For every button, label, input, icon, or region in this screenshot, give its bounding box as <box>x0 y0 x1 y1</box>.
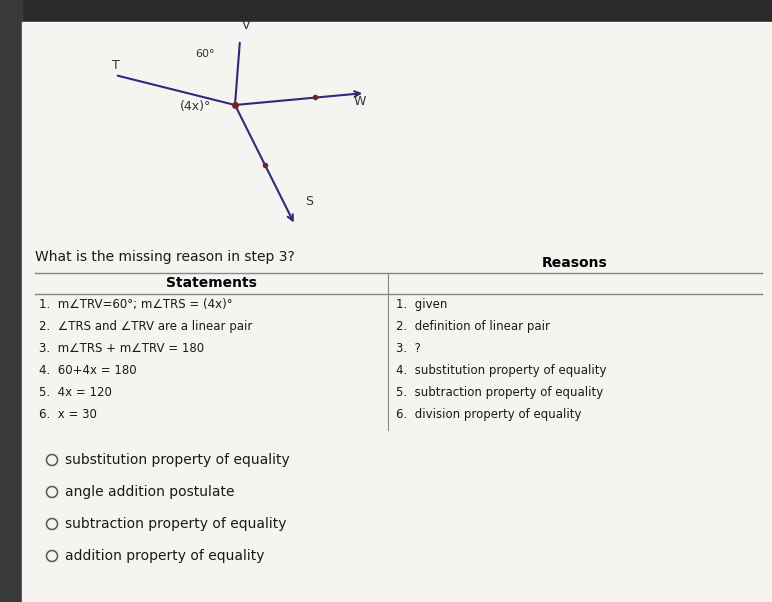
Text: 2.  ∠TRS and ∠TRV are a linear pair: 2. ∠TRS and ∠TRV are a linear pair <box>39 320 252 333</box>
Bar <box>0 0 22 602</box>
Text: V: V <box>242 19 250 32</box>
Text: W: W <box>354 95 366 108</box>
Text: addition property of equality: addition property of equality <box>65 549 265 563</box>
Text: angle addition postulate: angle addition postulate <box>65 485 235 499</box>
Text: T: T <box>112 59 120 72</box>
Text: 6.  x = 30: 6. x = 30 <box>39 408 96 421</box>
Text: What is the missing reason in step 3?: What is the missing reason in step 3? <box>35 250 295 264</box>
Text: substitution property of equality: substitution property of equality <box>65 453 290 467</box>
Text: 60°: 60° <box>195 49 215 59</box>
Text: 2.  definition of linear pair: 2. definition of linear pair <box>396 320 550 333</box>
Text: 6.  division property of equality: 6. division property of equality <box>396 408 581 421</box>
Bar <box>0 0 772 22</box>
Text: Reasons: Reasons <box>542 256 608 270</box>
Text: Statements: Statements <box>166 276 257 290</box>
Text: 3.  m∠TRS + m∠TRV = 180: 3. m∠TRS + m∠TRV = 180 <box>39 342 204 355</box>
Text: subtraction property of equality: subtraction property of equality <box>65 517 286 531</box>
Text: S: S <box>305 195 313 208</box>
Text: 1.  m∠TRV=60°; m∠TRS = (4x)°: 1. m∠TRV=60°; m∠TRS = (4x)° <box>39 298 232 311</box>
Text: 4.  substitution property of equality: 4. substitution property of equality <box>396 364 607 377</box>
Text: (4x)°: (4x)° <box>180 100 212 113</box>
Text: 5.  subtraction property of equality: 5. subtraction property of equality <box>396 386 603 399</box>
Text: 4.  60+4x = 180: 4. 60+4x = 180 <box>39 364 137 377</box>
Text: 3.  ?: 3. ? <box>396 342 421 355</box>
Text: 1.  given: 1. given <box>396 298 448 311</box>
Text: 5.  4x = 120: 5. 4x = 120 <box>39 386 112 399</box>
